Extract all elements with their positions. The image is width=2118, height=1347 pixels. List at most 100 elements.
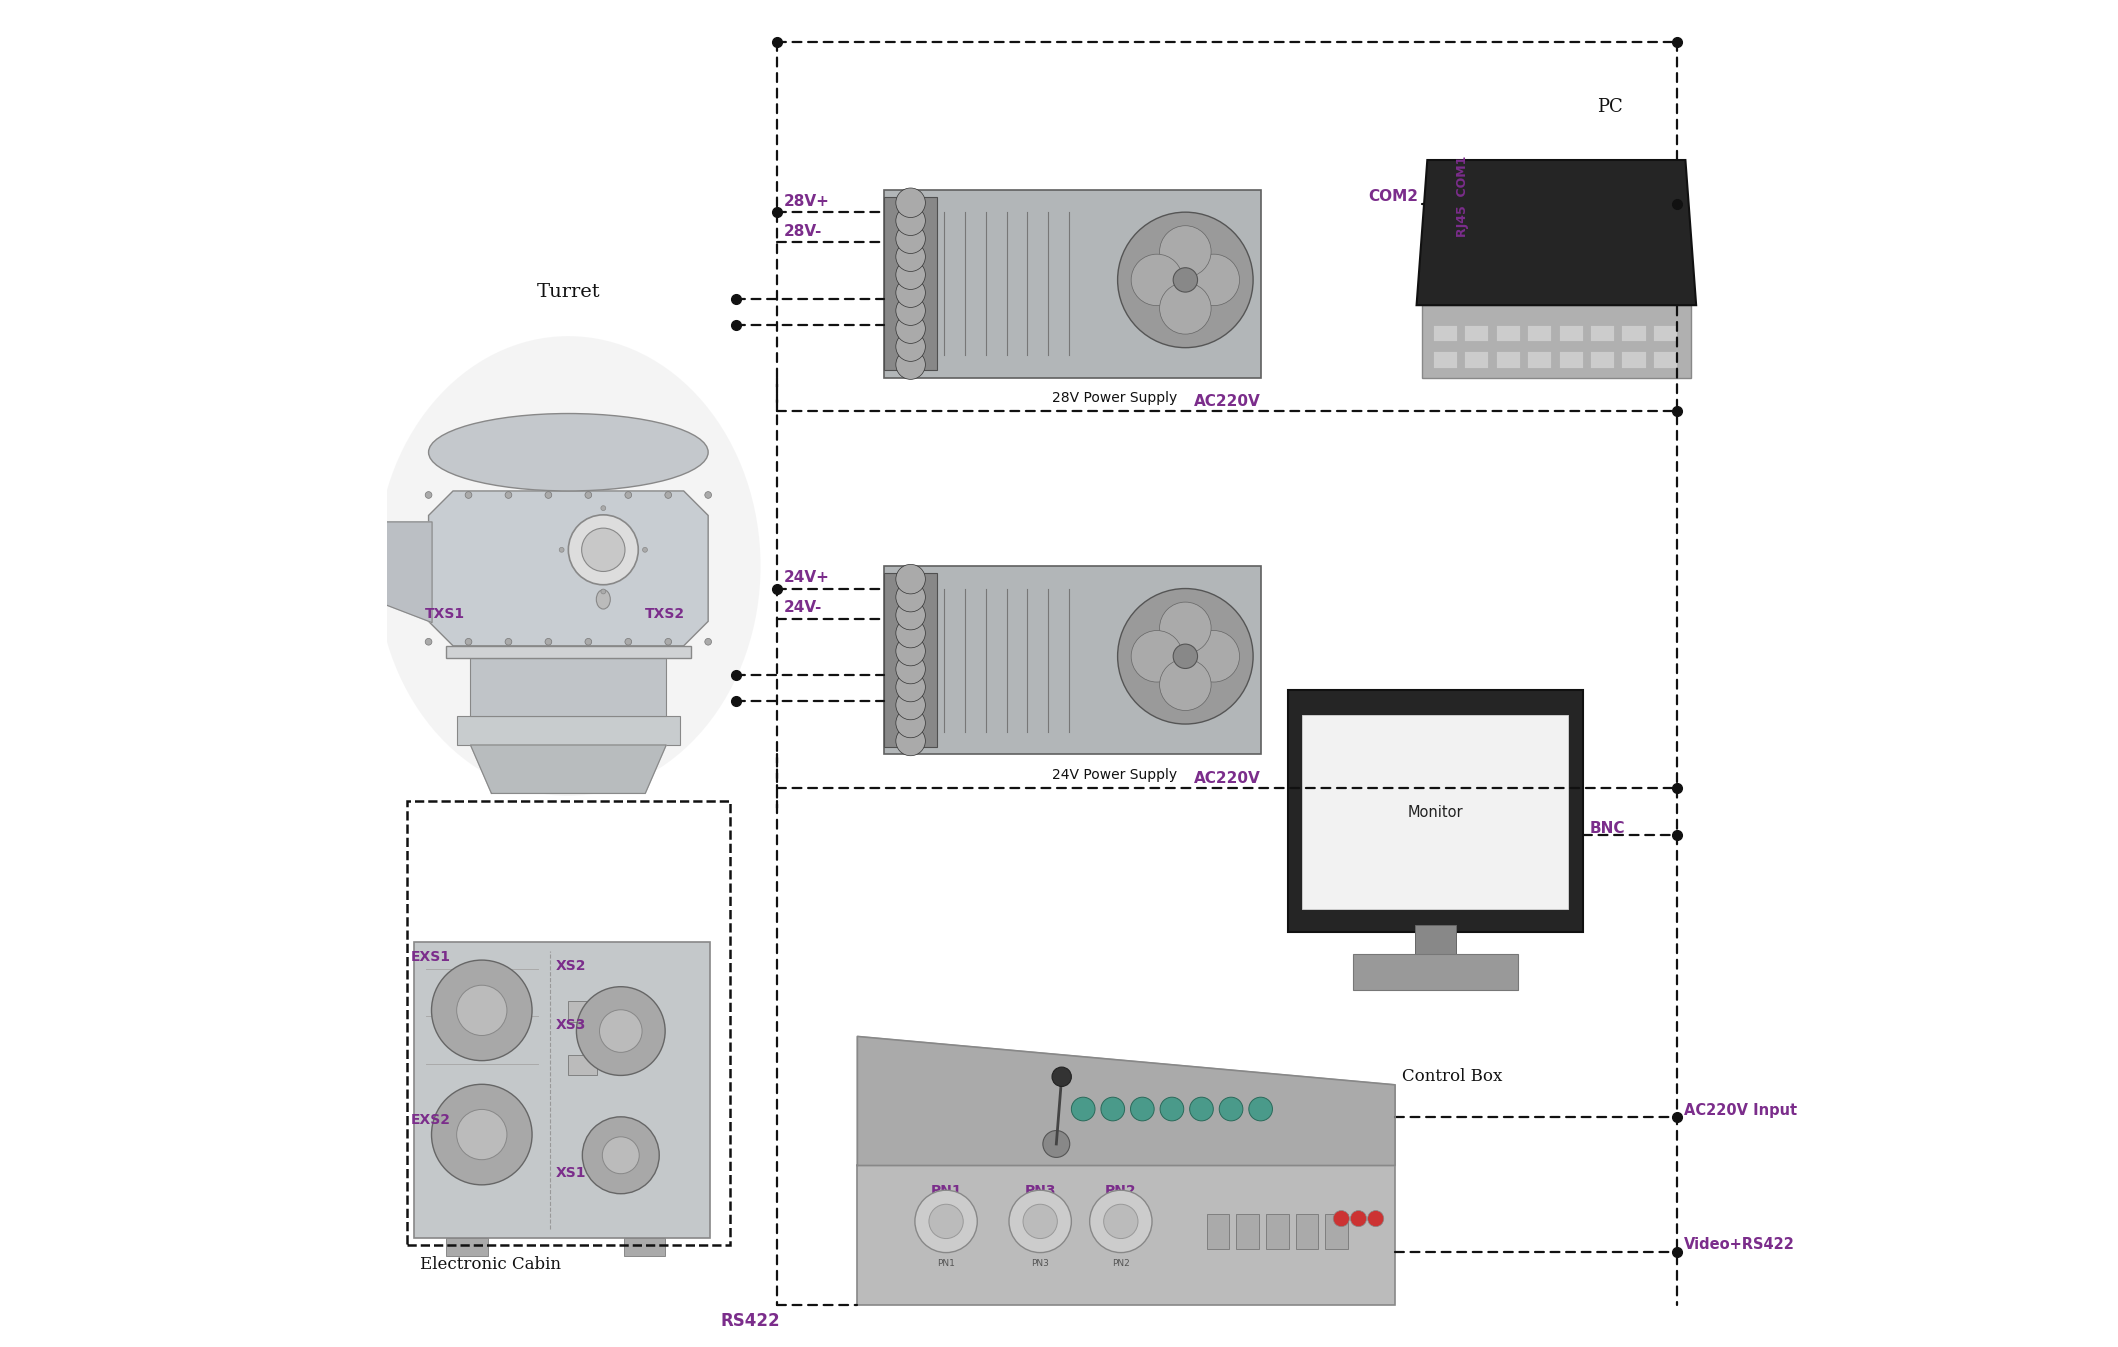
Circle shape [1089,1191,1152,1253]
Circle shape [1220,1098,1243,1121]
Circle shape [602,505,606,511]
Text: COM2: COM2 [1368,190,1417,205]
Circle shape [457,985,506,1036]
Text: 24V Power Supply: 24V Power Supply [1053,768,1178,781]
Circle shape [1173,644,1197,668]
Polygon shape [428,490,707,645]
Circle shape [585,492,591,498]
Ellipse shape [428,414,707,490]
Circle shape [582,1117,659,1193]
Text: AC220V: AC220V [1195,395,1260,409]
Circle shape [1072,1098,1095,1121]
FancyBboxPatch shape [883,574,936,746]
Circle shape [544,492,553,498]
Circle shape [625,492,631,498]
FancyBboxPatch shape [1591,352,1614,368]
Circle shape [1131,255,1182,306]
FancyBboxPatch shape [1421,306,1690,377]
FancyBboxPatch shape [464,594,498,622]
Circle shape [466,638,472,645]
Text: XS2: XS2 [555,959,587,973]
FancyBboxPatch shape [1303,715,1569,909]
Circle shape [930,1204,964,1238]
Text: Monitor: Monitor [1408,804,1464,820]
Circle shape [1118,589,1254,725]
Circle shape [896,206,926,236]
Circle shape [705,638,712,645]
Text: EXS2: EXS2 [411,1113,451,1127]
Circle shape [1131,630,1182,682]
Circle shape [585,638,591,645]
Text: 28V Power Supply: 28V Power Supply [1053,391,1178,405]
Circle shape [1131,1098,1154,1121]
Text: TXS2: TXS2 [646,607,686,621]
Circle shape [896,260,926,290]
Circle shape [705,492,712,498]
Circle shape [426,492,432,498]
FancyBboxPatch shape [1559,352,1582,368]
Circle shape [896,618,926,648]
Circle shape [896,224,926,253]
FancyBboxPatch shape [858,1165,1396,1305]
FancyBboxPatch shape [1464,352,1489,368]
FancyBboxPatch shape [447,645,690,657]
Text: XS1: XS1 [555,1167,587,1180]
Circle shape [602,1137,640,1173]
FancyBboxPatch shape [1296,1215,1317,1250]
FancyBboxPatch shape [1652,325,1677,342]
Text: 24V-: 24V- [784,601,822,616]
Circle shape [559,547,563,552]
Circle shape [896,690,926,719]
Circle shape [1101,1098,1125,1121]
Circle shape [426,638,432,645]
Circle shape [544,638,553,645]
Text: PN1: PN1 [936,1259,955,1268]
Polygon shape [470,745,667,793]
Text: 24V+: 24V+ [784,570,830,586]
Circle shape [896,709,926,738]
Circle shape [432,1084,532,1185]
Circle shape [896,314,926,343]
Text: EXS1: EXS1 [411,950,451,964]
Circle shape [466,492,472,498]
Text: 28V+: 28V+ [784,194,830,209]
Text: Video+RS422: Video+RS422 [1684,1238,1794,1253]
FancyBboxPatch shape [1432,352,1457,368]
Circle shape [457,1110,506,1160]
FancyBboxPatch shape [1527,325,1550,342]
Text: PC: PC [1597,97,1622,116]
Circle shape [568,515,638,585]
Circle shape [576,987,665,1075]
Circle shape [896,189,926,217]
Text: PN3: PN3 [1031,1259,1048,1268]
FancyBboxPatch shape [568,1001,597,1022]
Circle shape [1161,659,1211,710]
FancyBboxPatch shape [883,190,1260,377]
Text: Turret: Turret [536,283,599,300]
Ellipse shape [597,590,610,609]
FancyBboxPatch shape [1353,954,1519,990]
Circle shape [1250,1098,1273,1121]
Circle shape [1161,226,1211,277]
Circle shape [896,277,926,307]
FancyBboxPatch shape [1527,352,1550,368]
FancyBboxPatch shape [1326,1215,1347,1250]
Text: PN3: PN3 [1025,1184,1057,1197]
FancyBboxPatch shape [1432,325,1457,342]
Circle shape [896,636,926,665]
Circle shape [1053,1067,1072,1087]
Text: PN1: PN1 [930,1184,962,1197]
Text: Electronic Cabin: Electronic Cabin [421,1255,561,1273]
Circle shape [642,547,648,552]
Circle shape [602,589,606,594]
FancyBboxPatch shape [1495,325,1521,342]
Circle shape [896,296,926,326]
Circle shape [1188,255,1239,306]
Circle shape [896,601,926,630]
FancyBboxPatch shape [883,566,1260,754]
FancyBboxPatch shape [1591,325,1614,342]
Text: PN2: PN2 [1112,1259,1129,1268]
FancyBboxPatch shape [1464,325,1489,342]
FancyBboxPatch shape [883,197,936,370]
Circle shape [582,528,625,571]
